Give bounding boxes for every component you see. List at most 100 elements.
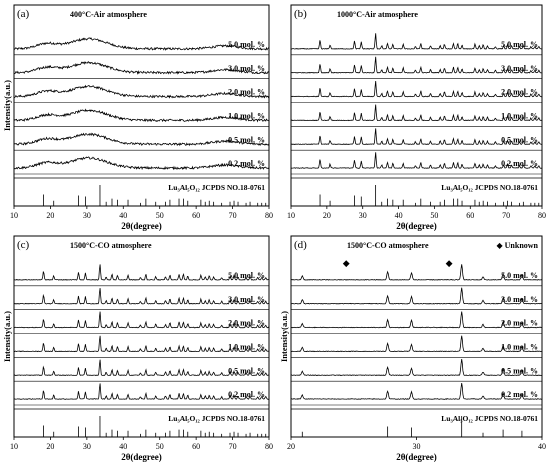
y-axis-label: Intensity(a.u.) bbox=[2, 311, 12, 362]
reference-label: Lu₃Al₅O₁₂ JCPDS NO.18-0761 bbox=[441, 183, 538, 192]
xrd-trace bbox=[290, 33, 542, 50]
xrd-trace bbox=[13, 132, 270, 147]
x-tick-label: 70 bbox=[229, 211, 237, 220]
xrd-trace bbox=[13, 264, 270, 281]
series-label: 2.0 mol. % bbox=[501, 88, 538, 97]
plot-frame bbox=[290, 4, 543, 207]
series-label: 5.0 mol. % bbox=[501, 40, 538, 49]
xrd-trace bbox=[13, 61, 270, 75]
x-tick-label: 40 bbox=[395, 211, 403, 220]
series-label: 0.5 mol. % bbox=[501, 366, 538, 375]
condition-label: 1000°C-Air atmosphere bbox=[337, 10, 418, 19]
x-tick-label: 70 bbox=[502, 211, 510, 220]
series-label: 3.0 mol. % bbox=[228, 295, 265, 304]
xrd-trace bbox=[290, 382, 543, 400]
xrd-trace bbox=[13, 288, 270, 305]
x-tick-label: 20 bbox=[287, 442, 295, 451]
series-label: 0.2 mol. % bbox=[228, 159, 265, 168]
series-label: 2.0 mol. % bbox=[501, 319, 538, 328]
xrd-trace bbox=[13, 311, 270, 329]
x-tick-label: 30 bbox=[83, 211, 91, 220]
series-label: 0.2 mol. % bbox=[501, 390, 538, 399]
series-label: 1.0 mol. % bbox=[501, 112, 538, 121]
xrd-trace bbox=[290, 152, 543, 169]
x-tick-label: 20 bbox=[46, 442, 54, 451]
x-tick-label: 30 bbox=[83, 442, 91, 451]
series-label: 5.0 mol. % bbox=[501, 271, 538, 280]
plot-frame bbox=[13, 4, 270, 207]
xrd-trace bbox=[13, 108, 270, 123]
series-label: 1.0 mol. % bbox=[228, 112, 265, 121]
x-tick-label: 50 bbox=[156, 442, 164, 451]
x-tick-label: 10 bbox=[287, 211, 295, 220]
series-label: 2.0 mol. % bbox=[228, 319, 265, 328]
panel-b: Lu₃Al₅O₁₂ JCPDS NO.18-0761 (b) 1000°C-Air … bbox=[287, 4, 546, 231]
x-axis-label: 2θ(degree) bbox=[396, 221, 437, 231]
plot-frame bbox=[13, 235, 270, 438]
series-label: 2.0 mol. % bbox=[228, 88, 265, 97]
xrd-trace bbox=[13, 37, 270, 51]
xrd-trace bbox=[290, 80, 543, 98]
x-tick-label: 60 bbox=[466, 211, 474, 220]
x-tick-label: 40 bbox=[538, 442, 546, 451]
condition-label: 400°C-Air atmosphere bbox=[70, 10, 147, 19]
plot-frame bbox=[290, 235, 543, 438]
x-tick-label: 60 bbox=[192, 211, 200, 220]
xrd-trace bbox=[290, 128, 543, 145]
series-label: 0.5 mol. % bbox=[501, 135, 538, 144]
x-axis-label: 2θ(degree) bbox=[396, 452, 437, 462]
panel-label: (d) bbox=[294, 239, 307, 251]
x-tick-label: 50 bbox=[156, 211, 164, 220]
series-label: 0.5 mol. % bbox=[228, 366, 265, 375]
xrd-trace bbox=[13, 156, 270, 171]
x-tick-label: 20 bbox=[323, 211, 331, 220]
xrd-trace bbox=[13, 383, 270, 400]
y-axis-label: Intensity(a.u.) bbox=[2, 80, 12, 131]
x-axis-label: 2θ(degree) bbox=[121, 221, 162, 231]
unknown-peak-marker: ◆ bbox=[343, 258, 350, 268]
panel-c: Lu₃Al₅O₁₂ JCPDS NO.18-0761 (c) 1500°C-CO a… bbox=[2, 235, 273, 462]
xrd-trace bbox=[13, 359, 270, 376]
x-tick-label: 30 bbox=[359, 211, 367, 220]
x-tick-label: 30 bbox=[413, 442, 421, 451]
reference-label: Lu₃Al₅O₁₂ JCPDS NO.18-0761 bbox=[168, 183, 265, 192]
reference-label: Lu₃Al₅O₁₂ JCPDS NO.18-0761 bbox=[441, 414, 538, 423]
x-tick-label: 10 bbox=[10, 442, 18, 451]
reference-label: Lu₃Al₅O₁₂ JCPDS NO.18-0761 bbox=[168, 414, 265, 423]
xrd-trace bbox=[290, 104, 543, 122]
xrd-trace bbox=[13, 335, 270, 353]
series-label: 0.5 mol. % bbox=[228, 135, 265, 144]
series-label: 3.0 mol. % bbox=[501, 295, 538, 304]
x-tick-label: 60 bbox=[192, 442, 200, 451]
x-tick-label: 80 bbox=[538, 211, 546, 220]
xrd-trace bbox=[290, 56, 543, 74]
xrd-trace bbox=[290, 311, 543, 329]
unknown-legend: ◆ Unknown bbox=[496, 241, 538, 250]
xrd-trace bbox=[13, 84, 270, 99]
panel-label: (c) bbox=[17, 239, 30, 251]
x-tick-label: 80 bbox=[265, 211, 273, 220]
series-label: 1.0 mol. % bbox=[501, 343, 538, 352]
x-tick-label: 40 bbox=[119, 442, 127, 451]
series-label: 3.0 mol. % bbox=[228, 64, 265, 73]
x-tick-label: 40 bbox=[119, 211, 127, 220]
y-axis-label: Intensity(a.u.) bbox=[279, 311, 289, 362]
x-tick-label: 70 bbox=[229, 442, 237, 451]
xrd-trace bbox=[290, 264, 543, 281]
panel-d: Lu₃Al₅O₁₂ JCPDS NO.18-0761 (d) 1500°C-CO a… bbox=[279, 235, 546, 462]
unknown-peak-marker: ◆ bbox=[446, 258, 453, 268]
panel-label: (a) bbox=[17, 8, 30, 20]
x-axis-label: 2θ(degree) bbox=[121, 452, 162, 462]
condition-label: 1500°C-CO atmosphere bbox=[70, 241, 152, 250]
series-label: 1.0 mol. % bbox=[228, 343, 265, 352]
series-label: 3.0 mol. % bbox=[501, 64, 538, 73]
series-label: 0.2 mol. % bbox=[228, 390, 265, 399]
panel-a: Lu₃Al₅O₁₂ JCPDS NO.18-0761 (a) 400°C-Air a… bbox=[2, 4, 273, 231]
panel-label: (b) bbox=[294, 8, 307, 20]
x-tick-label: 10 bbox=[10, 211, 18, 220]
x-tick-label: 80 bbox=[265, 442, 273, 451]
series-label: 5.0 mol. % bbox=[228, 271, 265, 280]
xrd-trace bbox=[290, 359, 543, 377]
x-tick-label: 50 bbox=[430, 211, 438, 220]
xrd-trace bbox=[291, 335, 542, 353]
